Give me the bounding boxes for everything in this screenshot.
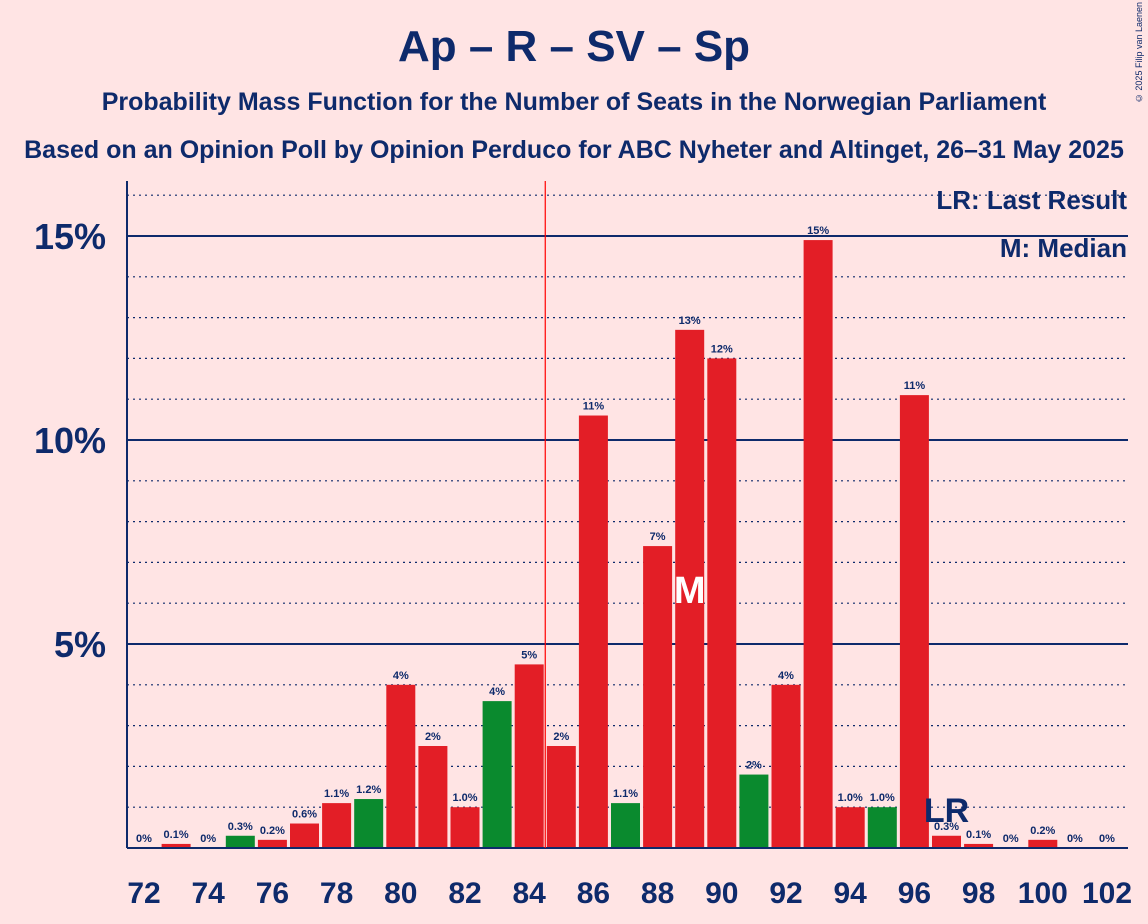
x-tick-label-74: 74 — [192, 877, 226, 910]
x-tick-label-88: 88 — [641, 877, 674, 910]
bar-seat-77 — [290, 823, 319, 848]
x-tick-label-92: 92 — [769, 877, 802, 910]
bar-seat-98 — [964, 843, 994, 848]
bar-seat-100 — [1028, 839, 1058, 848]
x-tick-label-78: 78 — [320, 877, 353, 910]
bar-label-seat-97: 0.3% — [934, 821, 959, 833]
bar-series — [161, 240, 1058, 849]
grid-lines — [127, 194, 1128, 808]
bar-value-labels: 0% 0.1% 0% 0.3% 0.2% 0.6% 1.1% 1.2% 4% 2% 1.0% 4% 5%… — [136, 225, 1115, 845]
bar-seat-84 — [514, 664, 544, 848]
bar-label-seat-83: 4% — [489, 686, 505, 698]
chart-subtitle: Probability Mass Function for the Number… — [101, 88, 1047, 116]
bar-label-seat-74: 0% — [200, 833, 216, 845]
last-result-marker: LR — [924, 792, 969, 830]
bar-seat-80 — [386, 684, 416, 848]
bar-label-seat-77: 0.6% — [292, 809, 317, 821]
bar-seat-90 — [707, 358, 737, 848]
bar-label-seat-102: 0% — [1099, 833, 1115, 845]
bar-label-seat-73: 0.1% — [164, 829, 189, 841]
x-tick-label-94: 94 — [834, 877, 868, 910]
x-tick-label-76: 76 — [256, 877, 289, 910]
bar-seat-87 — [611, 803, 640, 848]
chart-subtitle-source: Based on an Opinion Poll by Opinion Perd… — [24, 136, 1124, 164]
markers: M LR — [544, 181, 969, 848]
bar-seat-76 — [257, 839, 287, 848]
legend-median: M: Median — [1000, 233, 1127, 263]
bar-label-seat-86: 11% — [583, 401, 605, 413]
bar-label-seat-92: 4% — [778, 670, 794, 682]
x-tick-label-90: 90 — [705, 877, 738, 910]
bar-label-seat-98: 0.1% — [966, 829, 991, 841]
bar-seat-78 — [322, 803, 352, 848]
bar-seat-95 — [867, 807, 897, 848]
bar-seat-93 — [803, 240, 833, 848]
bar-label-seat-91: 2% — [746, 760, 762, 772]
x-axis-tick-labels: 72 74 76 78 80 82 84 86 88 90 92 94 96 98 100 102 — [127, 877, 1132, 910]
x-tick-label-98: 98 — [962, 877, 995, 910]
bar-label-seat-100: 0.2% — [1030, 825, 1055, 837]
x-tick-label-80: 80 — [384, 877, 417, 910]
bar-seat-73 — [161, 843, 191, 848]
bar-label-seat-76: 0.2% — [260, 825, 285, 837]
bar-seat-79 — [354, 799, 384, 848]
x-tick-label-84: 84 — [513, 877, 547, 910]
x-tick-label-72: 72 — [127, 877, 160, 910]
y-axis-tick-labels: 5% 10% 15% — [34, 216, 106, 665]
legend-last-result: LR: Last Result — [936, 185, 1127, 215]
bar-seat-94 — [835, 807, 865, 848]
bar-label-seat-78: 1.1% — [324, 788, 349, 800]
bar-seat-82 — [450, 807, 480, 848]
bar-seat-96 — [899, 395, 929, 848]
bar-seat-88 — [643, 546, 673, 848]
bar-label-seat-95: 1.0% — [870, 792, 895, 804]
bar-seat-92 — [771, 684, 801, 848]
bar-label-seat-94: 1.0% — [838, 792, 863, 804]
bar-label-seat-89: 13% — [679, 315, 701, 327]
bar-label-seat-93: 15% — [807, 225, 829, 237]
bar-seat-86 — [578, 415, 608, 848]
bar-label-seat-90: 12% — [711, 343, 733, 355]
chart-title: Ap – R – SV – Sp — [397, 22, 751, 71]
y-tick-label-10: 10% — [34, 420, 106, 461]
bar-label-seat-82: 1.0% — [452, 792, 477, 804]
x-tick-label-102: 102 — [1082, 877, 1132, 910]
bar-seat-75 — [225, 835, 255, 848]
bar-label-seat-85: 2% — [553, 731, 569, 743]
bar-label-seat-87: 1.1% — [613, 788, 638, 800]
x-tick-label-96: 96 — [898, 877, 931, 910]
x-tick-label-82: 82 — [448, 877, 481, 910]
bar-label-seat-80: 4% — [393, 670, 409, 682]
bar-seat-91 — [739, 774, 769, 848]
x-tick-label-86: 86 — [577, 877, 610, 910]
median-marker: M — [674, 570, 706, 612]
y-tick-label-5: 5% — [54, 624, 106, 665]
bar-seat-97 — [932, 835, 961, 848]
bar-label-seat-88: 7% — [650, 531, 666, 543]
bar-label-seat-99: 0% — [1003, 833, 1019, 845]
bar-label-seat-75: 0.3% — [228, 821, 253, 833]
bar-label-seat-101: 0% — [1067, 833, 1083, 845]
bar-seat-85 — [546, 746, 576, 848]
bar-label-seat-84: 5% — [521, 649, 537, 661]
y-tick-label-15: 15% — [34, 216, 106, 257]
bar-label-seat-72: 0% — [136, 833, 152, 845]
bar-seat-81 — [418, 746, 448, 848]
bar-label-seat-79: 1.2% — [356, 784, 381, 796]
bar-seat-83 — [482, 701, 512, 848]
bar-label-seat-96: 11% — [904, 380, 926, 392]
bar-seat-89 — [675, 329, 705, 849]
bar-label-seat-81: 2% — [425, 731, 441, 743]
axes — [126, 181, 1128, 849]
x-tick-label-100: 100 — [1018, 877, 1068, 910]
